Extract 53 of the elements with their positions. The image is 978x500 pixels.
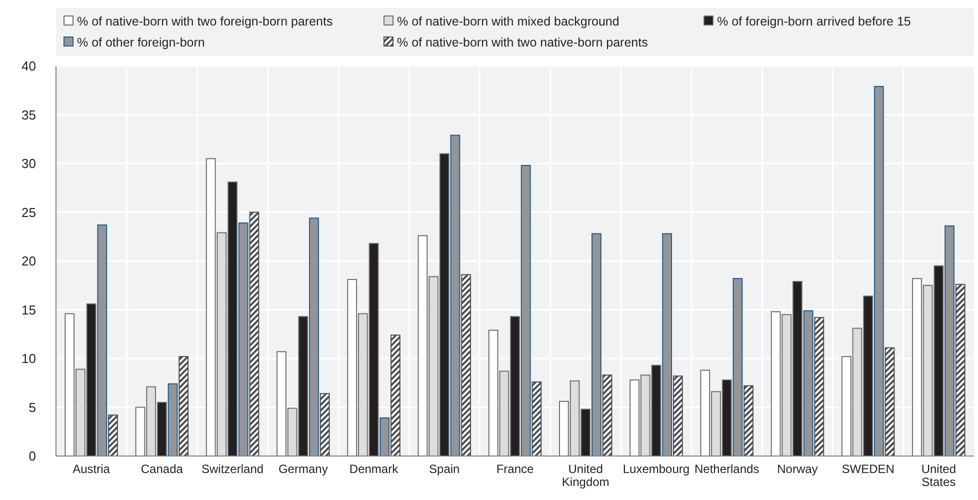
- bar: [884, 347, 895, 456]
- x-tick-label: Germany: [278, 462, 328, 476]
- bar: [178, 356, 189, 456]
- bar: [744, 385, 754, 456]
- bar: [732, 278, 743, 456]
- y-tick-label: 25: [22, 204, 36, 220]
- bar: [672, 376, 683, 456]
- x-tick-label: Norway: [777, 462, 818, 476]
- bar: [108, 414, 118, 456]
- y-tick-label: 10: [22, 351, 36, 366]
- bar: [380, 417, 390, 456]
- legend-label: % of native-born with mixed background: [397, 14, 620, 28]
- bar: [874, 86, 884, 456]
- y-tick-label: 35: [22, 107, 36, 122]
- bar: [461, 274, 472, 456]
- bar: [944, 225, 954, 456]
- y-tick-label: 5: [28, 400, 36, 415]
- x-tick-label: France: [496, 462, 534, 476]
- x-tick-label: Luxembourg: [622, 462, 690, 476]
- bar: [249, 212, 260, 456]
- bar: [97, 224, 108, 456]
- x-tick-label: United States: [921, 462, 956, 489]
- bar: [592, 233, 602, 456]
- bar: [309, 218, 319, 456]
- x-tick-label: United Kingdom: [562, 462, 610, 489]
- bar: [450, 134, 460, 456]
- bar: [168, 383, 178, 456]
- x-tick-label: SWEDEN: [842, 462, 894, 476]
- bar: [662, 233, 672, 456]
- bar: [532, 381, 542, 456]
- bar: [390, 334, 400, 456]
- bar: [955, 284, 966, 456]
- x-tick-label: Canada: [140, 462, 184, 476]
- x-tick-label: Austria: [72, 462, 110, 476]
- x-tick-label: Netherlands: [694, 462, 760, 476]
- bar: [803, 310, 814, 456]
- legend-label: % of other foreign-born: [77, 35, 205, 50]
- x-tick-label: Switzerland: [202, 462, 264, 476]
- x-tick-label: Denmark: [349, 462, 400, 476]
- legend-label: % of native-born with two foreign-born parents: [77, 14, 333, 28]
- bar: [320, 393, 330, 456]
- y-tick-label: 0: [28, 448, 36, 464]
- bar: [238, 222, 248, 456]
- x-tick-label: Spain: [429, 462, 460, 476]
- legend-label: % of native-born with two native-born parents: [397, 35, 648, 50]
- bar: [602, 374, 612, 456]
- y-tick-label: 40: [22, 58, 36, 74]
- y-tick-label: 20: [22, 254, 36, 269]
- legend-label: % of foreign-born arrived before 15: [717, 14, 911, 28]
- y-tick-label: 30: [22, 156, 36, 172]
- y-tick-label: 15: [22, 302, 36, 318]
- bar: [520, 164, 531, 456]
- bar: [814, 317, 824, 456]
